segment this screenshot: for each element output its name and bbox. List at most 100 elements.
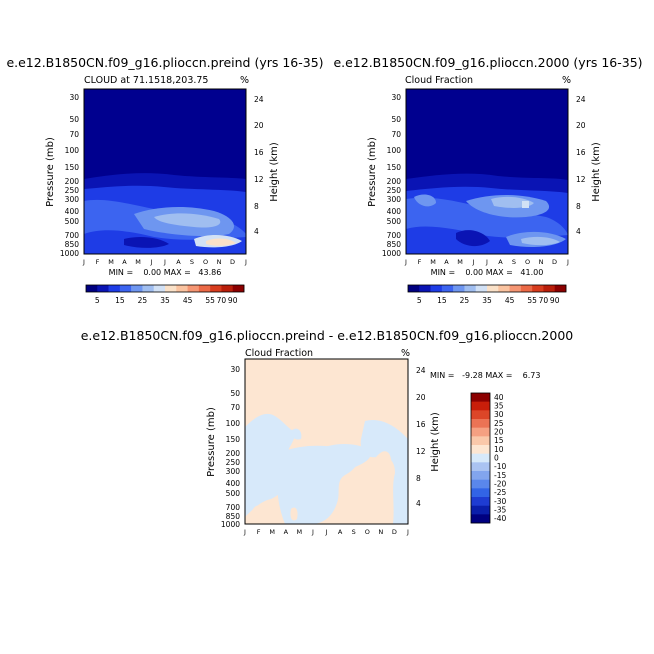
panel-preind-ytick: 1000 [60,249,79,258]
colorbar-swatch [419,285,431,292]
panel-2000-ytick: 30 [391,93,401,102]
colorbar-swatch [86,285,98,292]
colorbar-swatch [221,285,234,292]
colorbar-swatch [441,285,454,292]
panel-2000-fill-4 [414,194,436,207]
x-tick-label: A [122,258,127,266]
colorbar-frame [407,284,567,293]
colorbar-label: 0 [494,454,499,463]
panel-2000-plot [406,89,568,254]
x-tick-label: S [190,258,194,266]
panel-difference-ytick: 300 [226,467,241,476]
colorbar-label: 20 [494,428,504,437]
colorbar-label: -35 [494,506,506,515]
panel-preind-fill-7 [124,236,169,248]
panel-preind-stats: MIN = 0.00 MAX = 43.86 [109,268,222,277]
colorbar-label: 70 [539,296,549,305]
x-tick-label: N [217,258,222,266]
colorbar-label: -10 [494,462,506,471]
colorbar-label: 15 [115,296,125,305]
panel-difference-ytick: 200 [226,449,241,458]
x-tick-label: J [325,528,328,536]
panel-2000-rtick: 4 [576,227,581,236]
colorbar-swatch [475,285,488,292]
colorbar-swatch [471,410,490,420]
x-tick-label: A [498,258,503,266]
colorbar-label: 25 [494,419,504,428]
x-tick-label: J [404,258,407,266]
x-tick-label: M [269,528,275,536]
colorbar-label: 25 [460,296,470,305]
x-tick-label: O [203,258,208,266]
x-tick-label: M [108,258,114,266]
x-tick-label: A [338,528,343,536]
panel-2000-ytick: 500 [387,217,402,226]
x-tick-label: O [525,258,530,266]
colorbar-label: 35 [494,402,504,411]
colorbar-swatch [187,285,200,292]
panel-2000: e.e12.B1850CN.f09_g16.plioccn.2000 (yrs … [333,55,642,305]
panel-difference-fill-7 [290,507,298,521]
panel-2000-ytick: 200 [387,177,402,186]
colorbar-swatch [430,285,443,292]
colorbar-label: -40 [494,514,506,523]
panel-preind-title: e.e12.B1850CN.f09_g16.plioccn.preind (yr… [6,55,323,70]
panel-preind-frame [83,88,247,255]
panel-2000-subtitle: Cloud Fraction [405,75,473,86]
panel-preind-ytick: 250 [65,186,80,195]
panel-preind-ylabel: Pressure (mb) [45,137,56,207]
x-tick-label: A [444,258,449,266]
panel-difference-ytick: 1000 [221,520,240,529]
panel-difference-title: e.e12.B1850CN.f09_g16.plioccn.preind - e… [81,328,574,343]
x-tick-label: M [457,258,463,266]
panel-difference-ytick: 50 [230,389,240,398]
panel-preind-subtitle: CLOUD at 71.1518,203.75 [84,75,208,86]
panel-2000-title: e.e12.B1850CN.f09_g16.plioccn.2000 (yrs … [333,55,642,70]
colorbar-label: -20 [494,480,506,489]
x-tick-label: J [82,258,85,266]
colorbar-swatch [471,479,490,489]
colorbar-label: 30 [494,410,504,419]
colorbar-swatch [464,285,477,292]
colorbar-frame [85,284,245,293]
panel-difference-ytick: 250 [226,458,241,467]
x-tick-label: N [539,258,544,266]
colorbar-label: 45 [505,296,515,305]
panel-2000-stats: MIN = 0.00 MAX = 41.00 [431,268,544,277]
x-tick-label: F [96,258,100,266]
colorbar-swatch [142,285,155,292]
panel-preind-ytick: 150 [65,163,80,172]
colorbar-label: 5 [95,296,100,305]
colorbar-label: 90 [228,296,238,305]
panel-difference-ytick: 700 [226,503,241,512]
colorbar-swatch [471,401,490,411]
panel-2000-ylabel-right: Height (km) [591,142,602,202]
panel-2000-ytick: 850 [387,240,402,249]
panel-preind-ytick: 300 [65,195,80,204]
panel-preind-ytick: 50 [69,115,79,124]
colorbar-swatch [554,285,567,292]
panel-preind-ytick: 700 [65,231,80,240]
panel-2000-ytick: 700 [387,231,402,240]
colorbar-swatch [471,462,490,472]
colorbar-label: 35 [482,296,492,305]
panel-2000-ytick: 100 [387,146,402,155]
colorbar-label: 90 [550,296,560,305]
panel-2000-rtick: 24 [576,95,586,104]
panel-difference-fill-1 [245,413,297,517]
colorbar-swatch [108,285,121,292]
panel-difference-frame [244,358,409,525]
colorbar-label: 45 [183,296,193,305]
panel-preind-ytick: 500 [65,217,80,226]
panel-difference-ylabel-right: Height (km) [430,412,441,472]
colorbar-swatch [210,285,222,292]
x-tick-label: F [257,528,261,536]
colorbar-label: 55 [205,296,215,305]
x-tick-label: N [378,528,383,536]
panel-preind-rtick: 16 [254,148,264,157]
x-tick-label: J [244,258,247,266]
colorbar-label: -25 [494,488,506,497]
panel-preind-unit: % [240,75,249,86]
panel-preind-rtick: 12 [254,175,264,184]
